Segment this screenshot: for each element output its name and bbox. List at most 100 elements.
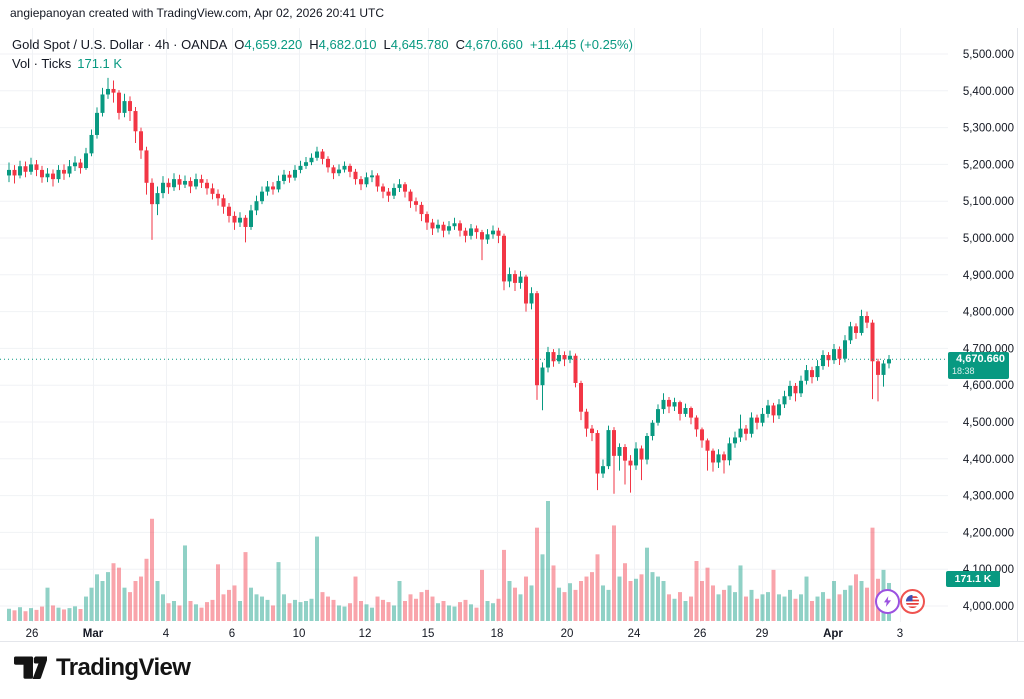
intraday-event-icon[interactable] <box>875 589 900 614</box>
volume-study-title[interactable]: Vol · Ticks <box>12 56 72 71</box>
candle-up <box>843 340 847 359</box>
candle-up <box>293 169 297 178</box>
candle-down <box>243 217 248 227</box>
volume-bar <box>485 601 490 621</box>
volume-bar <box>441 601 446 621</box>
candle-up <box>650 422 655 436</box>
volume-bar <box>249 587 253 621</box>
volume-bar <box>557 587 561 621</box>
candle-up <box>447 226 451 231</box>
time-tick-label: 26 <box>26 628 39 640</box>
volume-bar <box>672 598 677 621</box>
candle-up <box>782 396 787 405</box>
volume-bar <box>370 607 374 621</box>
volume-bar <box>502 549 506 621</box>
volume-bar <box>128 592 132 621</box>
time-tick-label: 20 <box>561 628 574 640</box>
candle-up <box>727 443 732 461</box>
volume-bar <box>865 587 869 621</box>
candle-up <box>194 179 198 187</box>
candle-up <box>315 151 319 158</box>
volume-bar <box>260 596 264 621</box>
volume-bar <box>67 608 72 621</box>
volume-bar <box>155 581 160 621</box>
candle-up <box>777 404 781 416</box>
volume-bar <box>463 599 468 621</box>
volume-bar <box>854 574 858 621</box>
volume-bar <box>815 596 820 621</box>
candle-down <box>826 355 831 361</box>
candle-up <box>29 164 33 172</box>
volume-bar <box>194 604 198 621</box>
volume-bar <box>73 606 77 621</box>
candle-up <box>282 174 286 181</box>
time-axis-labels[interactable]: 26 Mar 4 6 10 12 15 18 20 24 26 29 Apr 3 <box>26 628 904 640</box>
candle-down <box>177 179 182 185</box>
candle-down <box>166 182 171 188</box>
volume-bar <box>826 598 831 621</box>
volume-bar <box>408 594 413 621</box>
volume-bar <box>579 581 583 621</box>
candle-up <box>161 182 165 194</box>
candle-up <box>304 162 308 166</box>
volume-bar <box>177 605 182 621</box>
volume-value: 171.1 K <box>77 56 123 71</box>
us-economic-event-icon[interactable] <box>900 589 925 614</box>
volume-bar <box>546 501 550 621</box>
volume-bar <box>700 581 704 621</box>
volume-bar <box>584 576 589 621</box>
volume-bar <box>832 581 836 621</box>
symbol-legend[interactable]: Gold Spot / U.S. Dollar · 4h · OANDA O4,6… <box>12 35 633 73</box>
price-tick-label: 5,500.000 <box>963 49 1014 61</box>
symbol-title[interactable]: Gold Spot / U.S. Dollar · 4h · OANDA <box>12 37 228 52</box>
volume-bar <box>480 569 484 621</box>
tradingview-logo[interactable]: TradingView <box>14 654 191 682</box>
candle-down <box>722 454 726 461</box>
candle-up <box>172 179 176 188</box>
candle-down <box>23 166 28 172</box>
volume-bar <box>205 602 209 621</box>
candle-down <box>700 429 704 441</box>
candle-down <box>210 188 215 194</box>
volume-bar <box>106 572 110 621</box>
volume-bar <box>634 578 638 621</box>
volume-bar <box>524 576 528 621</box>
volume-bar <box>51 605 55 621</box>
volume-bar <box>100 581 105 621</box>
volume-bar <box>18 607 22 621</box>
candle-down <box>678 402 682 414</box>
candle-down <box>562 355 567 360</box>
candle-down <box>320 151 325 159</box>
volume-bar <box>749 589 754 621</box>
volume-bar <box>29 608 33 621</box>
volume-bar <box>271 605 275 621</box>
volume-bar <box>551 565 556 621</box>
volume-bar <box>496 598 501 621</box>
volume-bar <box>733 592 737 621</box>
price-tick-label: 4,200.000 <box>963 527 1014 539</box>
candle-down <box>623 447 627 461</box>
volume-axis-badge: 171.1 K <box>946 571 1000 587</box>
candle-up <box>452 223 457 227</box>
close-value: C4,670.660 <box>455 37 523 52</box>
candle-down <box>381 186 385 192</box>
volume-bar <box>7 608 11 621</box>
last-price-value: 4,670.660 <box>956 353 1005 365</box>
price-axis-labels[interactable]: 5,500.000 5,400.000 5,300.000 5,200.000 5,10… <box>963 49 1014 613</box>
candle-up <box>364 177 369 185</box>
candle-up <box>73 162 77 167</box>
volume-bar <box>392 605 396 621</box>
volume-bar <box>419 592 424 621</box>
candle-up <box>606 430 611 467</box>
price-tick-label: 5,300.000 <box>963 123 1014 135</box>
candle-up <box>436 224 440 229</box>
time-tick-label: 6 <box>229 628 235 640</box>
bar-countdown: 18:38 <box>952 366 975 376</box>
candle-down <box>441 224 446 231</box>
candle-down <box>595 433 600 474</box>
volume-bar <box>227 589 231 621</box>
candle-down <box>458 223 462 231</box>
volume-bar <box>287 603 292 621</box>
candle-up <box>265 186 270 192</box>
